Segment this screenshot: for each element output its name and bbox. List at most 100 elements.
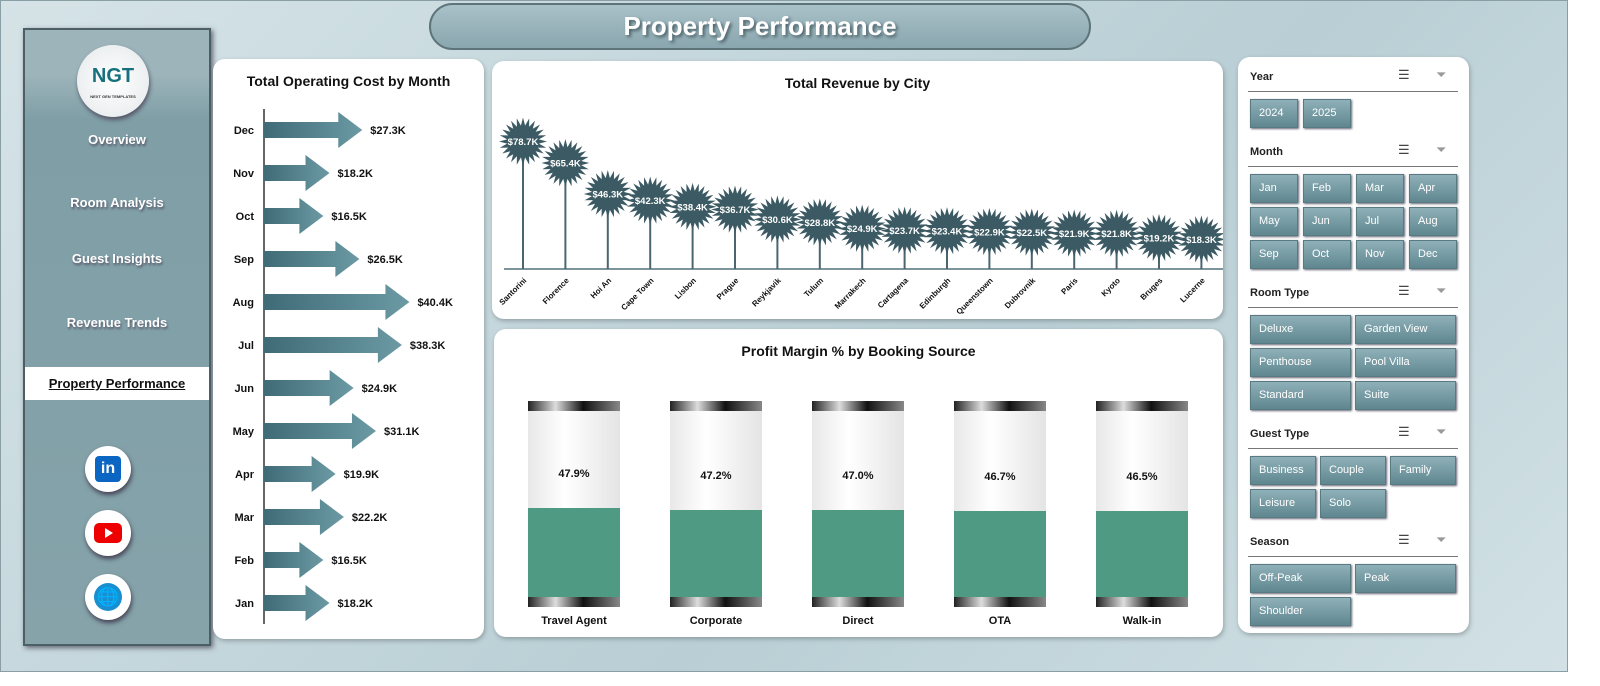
source-label: Travel Agent — [541, 615, 607, 627]
profit-cylinder: 46.5% — [1096, 401, 1188, 607]
multi-select-icon[interactable]: ☰ — [1398, 424, 1410, 439]
slicer-button-shoulder[interactable]: Shoulder — [1250, 597, 1351, 626]
slicer-button-business[interactable]: Business — [1250, 456, 1316, 485]
multi-select-icon[interactable]: ☰ — [1398, 532, 1410, 547]
cost-label: $19.9K — [344, 469, 380, 481]
cost-label: $31.1K — [384, 426, 420, 438]
sidebar: NGT NEXT GEN TEMPLATES Overview Room Anal… — [23, 28, 211, 646]
slicer-button-jan[interactable]: Jan — [1250, 174, 1298, 203]
month-label: Aug — [233, 297, 254, 309]
city-label: Kyoto — [1100, 276, 1122, 298]
slicer-button-family[interactable]: Family — [1390, 456, 1456, 485]
revenue-card: Total Revenue by City $78.7K Santorini $65… — [492, 61, 1223, 319]
revenue-label: $19.2K — [1144, 233, 1175, 244]
cost-label: $27.3K — [370, 125, 406, 137]
slicer-button-feb[interactable]: Feb — [1303, 174, 1351, 203]
revenue-label: $23.4K — [932, 227, 963, 238]
slicer-button-mar[interactable]: Mar — [1356, 174, 1404, 203]
cost-arrow — [264, 155, 330, 191]
slicer-button-dec[interactable]: Dec — [1409, 240, 1457, 269]
clear-filter-icon[interactable]: ⏷ — [1436, 67, 1447, 82]
multi-select-icon[interactable]: ☰ — [1398, 142, 1410, 157]
slicer-button-standard[interactable]: Standard — [1250, 381, 1351, 410]
cost-label: $18.2K — [338, 168, 374, 180]
nav-overview[interactable]: Overview — [88, 132, 146, 147]
source-label: Direct — [842, 615, 874, 627]
slicer-button-aug[interactable]: Aug — [1409, 207, 1457, 236]
revenue-label: $38.4K — [677, 202, 708, 213]
nav-revenue-trends[interactable]: Revenue Trends — [66, 315, 168, 330]
slicer-button-leisure[interactable]: Leisure — [1250, 489, 1316, 518]
starburst-marker — [1007, 208, 1056, 257]
slicer-button-peak[interactable]: Peak — [1355, 564, 1456, 593]
starburst-marker — [626, 176, 675, 225]
slicer-title: Guest Type — [1250, 428, 1310, 440]
slicer-button-garden-view[interactable]: Garden View — [1355, 315, 1456, 344]
revenue-label: $24.9K — [847, 224, 878, 235]
source-label: Walk-in — [1122, 615, 1162, 627]
cost-arrow — [264, 585, 330, 621]
linkedin-icon[interactable]: in — [85, 446, 131, 492]
city-label: Santorini — [498, 276, 529, 307]
cylinder-cap — [1096, 401, 1188, 411]
slicer-button-2024[interactable]: 2024 — [1250, 99, 1298, 128]
globe-icon[interactable]: 🌐 — [85, 574, 131, 620]
revenue-chart: $78.7K Santorini $65.4K Florence $46.3K Hoi A… — [498, 117, 1223, 316]
slicer-button-oct[interactable]: Oct — [1303, 240, 1351, 269]
cost-arrow — [264, 112, 363, 148]
month-label: Dec — [234, 125, 254, 137]
multi-select-icon[interactable]: ☰ — [1398, 67, 1410, 82]
divider — [1248, 556, 1458, 557]
starburst-marker — [583, 169, 632, 218]
slicer-button-jun[interactable]: Jun — [1303, 207, 1351, 236]
slicer-title: Season — [1250, 536, 1290, 548]
cylinder-base — [1096, 597, 1188, 607]
profit-label: 46.5% — [1126, 471, 1158, 484]
profit-fill — [954, 510, 1046, 605]
cost-arrow — [264, 542, 324, 578]
cylinder-base — [812, 597, 904, 607]
multi-select-icon[interactable]: ☰ — [1398, 283, 1410, 298]
slicer-panel: Year ☰ ⏷ 2024 2025 Month ☰ ⏷ Jan Feb Mar Apr May Jun J… — [1238, 57, 1469, 633]
nav-property-performance[interactable]: Property Performance — [25, 367, 209, 400]
month-label: Sep — [234, 254, 254, 266]
city-label: Prague — [715, 276, 741, 302]
clear-filter-icon[interactable]: ⏷ — [1436, 424, 1447, 439]
nav-guest-insights[interactable]: Guest Insights — [71, 251, 163, 266]
slicer-button-off-peak[interactable]: Off-Peak — [1250, 564, 1351, 593]
profit-cylinder: 46.7% — [954, 401, 1046, 607]
slicer-button-suite[interactable]: Suite — [1355, 381, 1456, 410]
slicer-button-solo[interactable]: Solo — [1320, 489, 1386, 518]
starburst-marker — [711, 185, 759, 234]
month-label: Jul — [238, 340, 254, 352]
profit-fill — [670, 509, 762, 605]
slicer-button-pool-villa[interactable]: Pool Villa — [1355, 348, 1456, 377]
revenue-label: $23.7K — [889, 226, 920, 237]
city-label: Lucerne — [1178, 276, 1207, 305]
clear-filter-icon[interactable]: ⏷ — [1436, 283, 1447, 298]
dashboard: Property Performance NGT NEXT GEN TEMPLAT… — [0, 0, 1568, 672]
slicer-button-2025[interactable]: 2025 — [1303, 99, 1351, 128]
month-label: Jun — [234, 383, 254, 395]
revenue-label: $78.7K — [508, 137, 539, 148]
slicer-button-penthouse[interactable]: Penthouse — [1250, 348, 1351, 377]
youtube-icon[interactable] — [85, 510, 131, 556]
clear-filter-icon[interactable]: ⏷ — [1436, 142, 1447, 157]
slicer-button-apr[interactable]: Apr — [1409, 174, 1457, 203]
slicer-button-deluxe[interactable]: Deluxe — [1250, 315, 1351, 344]
city-label: Marrakech — [833, 276, 868, 311]
slicer-button-sep[interactable]: Sep — [1250, 240, 1298, 269]
city-label: Cartagena — [876, 276, 910, 310]
source-label: Corporate — [689, 615, 743, 627]
slicer-button-jul[interactable]: Jul — [1356, 207, 1404, 236]
slicer-button-nov[interactable]: Nov — [1356, 240, 1404, 269]
clear-filter-icon[interactable]: ⏷ — [1436, 532, 1447, 547]
cost-arrow — [264, 456, 336, 492]
slicer-button-may[interactable]: May — [1250, 207, 1298, 236]
cost-label: $22.2K — [352, 512, 388, 524]
slicer-button-couple[interactable]: Couple — [1320, 456, 1386, 485]
profit-cylinder: 47.9% — [528, 401, 620, 607]
nav-room-analysis[interactable]: Room Analysis — [70, 195, 164, 210]
revenue-chart-title: Total Revenue by City — [784, 75, 931, 91]
revenue-label: $22.5K — [1016, 228, 1047, 239]
